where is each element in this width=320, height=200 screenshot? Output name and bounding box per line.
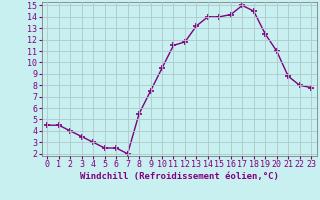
X-axis label: Windchill (Refroidissement éolien,°C): Windchill (Refroidissement éolien,°C) [80, 172, 279, 181]
